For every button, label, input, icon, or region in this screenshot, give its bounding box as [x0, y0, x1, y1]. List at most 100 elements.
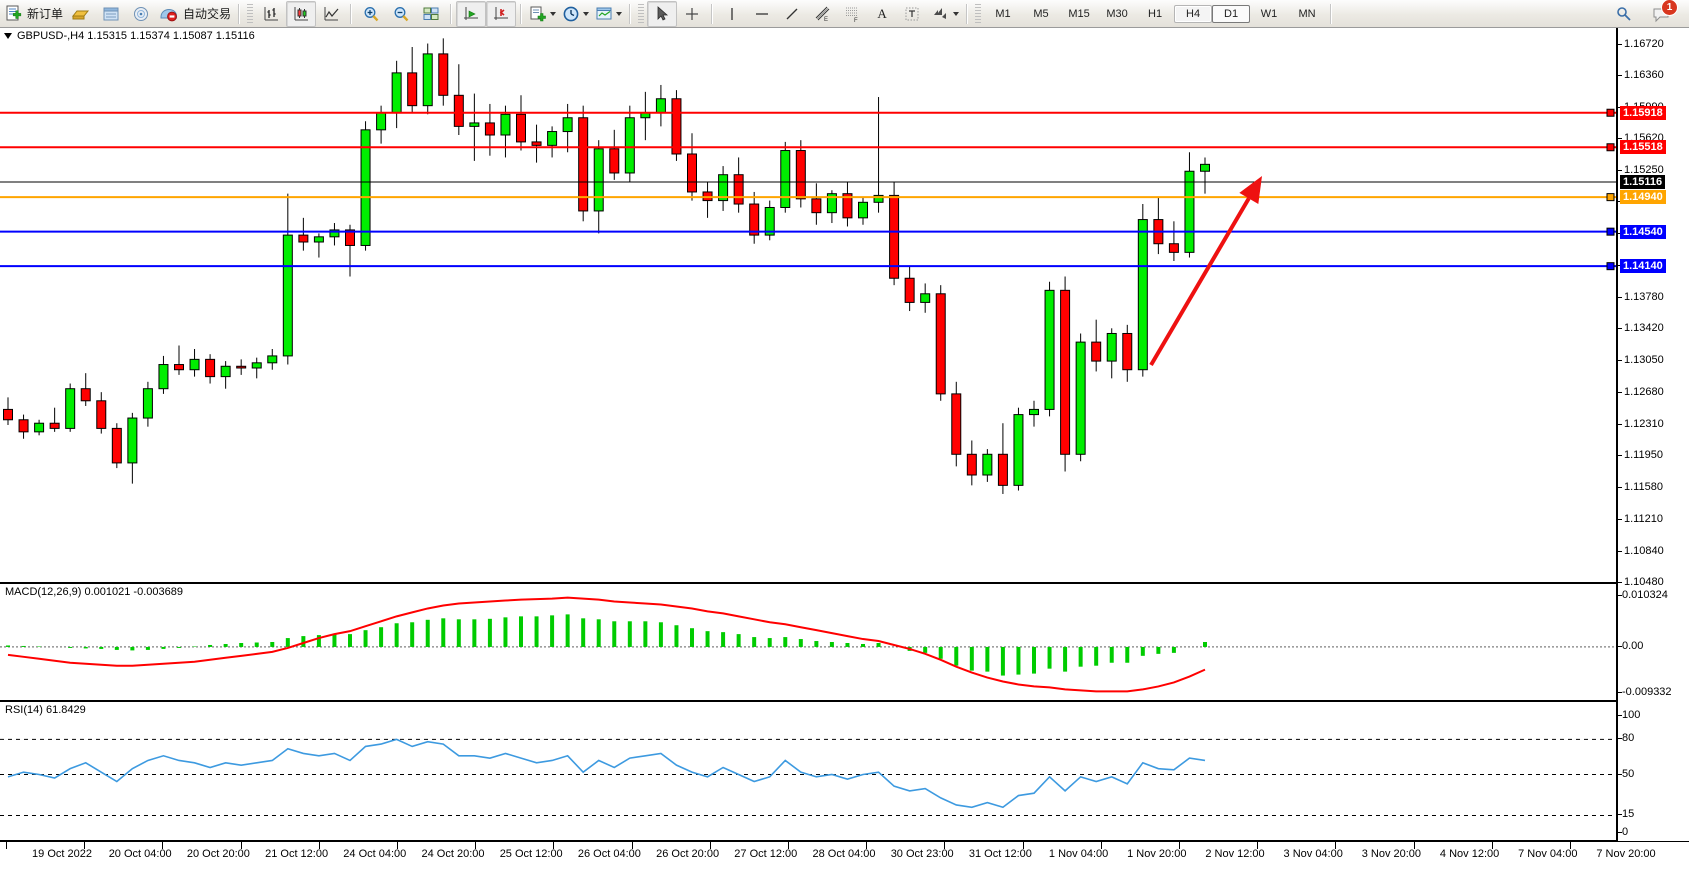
rsi-tick-label: 50 — [1622, 767, 1635, 780]
line-chart-icon — [324, 6, 339, 20]
timeframe-m1[interactable]: M1 — [995, 7, 1011, 20]
chart-menu-caret-icon[interactable] — [4, 33, 12, 39]
templates-dropdown-caret[interactable] — [616, 11, 623, 16]
timeframe-mn[interactable]: MN — [1298, 7, 1316, 20]
price-level-label-support[interactable]: 1.14540 — [1620, 224, 1666, 239]
market-watch-button[interactable] — [66, 1, 96, 27]
macd-tick-label: 0.010324 — [1622, 589, 1668, 601]
data-window-button[interactable] — [96, 1, 126, 27]
time-axis[interactable]: 19 Oct 2022 20 Oct 04:00 20 Oct 20:00 21 Oc… — [0, 841, 1689, 869]
text-label-tool-button[interactable] — [897, 1, 927, 27]
horizontal-line-tool-button[interactable] — [747, 1, 777, 27]
toolbar-grip[interactable] — [247, 3, 254, 24]
toolbar-separator-5 — [629, 3, 632, 24]
period-button[interactable] — [559, 1, 592, 27]
text-tool-button[interactable]: A — [867, 1, 897, 27]
search-button[interactable] — [1609, 1, 1639, 27]
chart-shift-button[interactable] — [456, 0, 487, 27]
time-tick-label: 19 Oct 2022 — [32, 848, 92, 860]
tile-windows-icon — [423, 7, 439, 20]
add-indicator-button[interactable] — [526, 1, 559, 27]
auto-scroll-button[interactable] — [486, 0, 517, 27]
macd-pane[interactable]: MACD(12,26,9) 0.001021 -0.003689 — [0, 583, 1617, 701]
price-tickmark — [1618, 392, 1622, 394]
price-tick-label: 1.12310 — [1624, 418, 1664, 431]
timeframe-w1[interactable]: W1 — [1260, 7, 1278, 20]
time-tick-separator — [553, 842, 555, 849]
rsi-pane[interactable]: RSI(14) 61.8429 — [0, 701, 1617, 841]
price-level-label-current-price[interactable]: 1.15116 — [1620, 174, 1666, 189]
rsi-tickmark — [1618, 814, 1622, 816]
price-level-label-resistance[interactable]: 1.15518 — [1620, 140, 1666, 155]
macd-tickmark — [1618, 595, 1622, 596]
indicator-dropdown-caret[interactable] — [550, 11, 557, 16]
time-tick-separator — [788, 842, 789, 849]
price-tick-label: 1.10480 — [1624, 576, 1664, 588]
time-tick-separator — [475, 842, 477, 849]
price-pane[interactable]: GBPUSD-,H4 1.15315 1.15374 1.15087 1.151… — [0, 28, 1617, 583]
notifications-button[interactable]: 1 — [1647, 0, 1678, 27]
search-icon — [1617, 6, 1631, 21]
timeframe-d1[interactable]: D1 — [1212, 4, 1251, 23]
fibonacci-tool-button[interactable]: F — [837, 1, 867, 27]
time-tick-label: 20 Oct 20:00 — [186, 848, 250, 860]
clock-icon — [563, 6, 579, 21]
time-tick-separator — [944, 842, 946, 849]
price-level-label-support[interactable]: 1.14140 — [1620, 259, 1666, 274]
timeframe-h1[interactable]: H1 — [1148, 7, 1163, 20]
timeframe-m5[interactable]: M5 — [1033, 7, 1049, 20]
bar-chart-icon — [264, 6, 279, 20]
rsi-tickmark — [1618, 832, 1622, 833]
trendline-tool-button[interactable] — [777, 1, 807, 27]
autotrading-icon — [160, 8, 178, 21]
chart-area[interactable]: GBPUSD-,H4 1.15315 1.15374 1.15087 1.151… — [0, 28, 1689, 869]
price-tick-label: 1.15250 — [1624, 164, 1664, 177]
rsi-tick-label: 0 — [1622, 826, 1629, 838]
period-dropdown-caret[interactable] — [583, 11, 590, 16]
time-tick-label: 21 Oct 12:00 — [265, 848, 329, 860]
tile-windows-button[interactable] — [416, 1, 446, 27]
new-order-button[interactable]: 新订单 — [2, 1, 66, 27]
time-tick-label: 4 Nov 12:00 — [1439, 848, 1500, 860]
time-tick-label: 31 Oct 12:00 — [968, 848, 1032, 860]
vertical-line-tool-button[interactable] — [717, 1, 747, 27]
new-order-label: 新订单 — [27, 7, 64, 21]
toolbar-grip-3[interactable] — [975, 3, 982, 24]
navigator-button[interactable] — [126, 1, 156, 27]
zoom-out-button[interactable] — [386, 1, 416, 27]
toolbar-separator-3 — [450, 3, 453, 24]
crosshair-tool-button[interactable] — [677, 1, 707, 27]
time-tick-separator — [6, 842, 7, 849]
channel-icon: E — [815, 6, 830, 23]
rsi-tickmark — [1618, 773, 1622, 775]
timeframe-m30[interactable]: M30 — [1106, 7, 1128, 20]
price-level-label-resistance[interactable]: 1.15918 — [1620, 105, 1666, 120]
macd-label: MACD(12,26,9) 0.001021 -0.003689 — [5, 586, 183, 598]
time-tick-separator — [1022, 842, 1024, 849]
price-axis[interactable]: 1.167201.163601.159901.156201.152501.148… — [1617, 28, 1689, 841]
macd-tickmark — [1618, 645, 1622, 647]
time-tick-label: 25 Oct 12:00 — [499, 848, 563, 860]
zoom-in-button[interactable] — [356, 1, 386, 27]
timeframe-h4[interactable]: H4 — [1174, 4, 1213, 23]
timeframe-m15[interactable]: M15 — [1068, 7, 1090, 20]
time-tick-separator — [162, 842, 164, 849]
bar-chart-button[interactable] — [256, 1, 286, 27]
price-tickmark — [1618, 360, 1622, 362]
templates-button[interactable] — [592, 1, 625, 27]
toolbar-grip-2[interactable] — [638, 3, 645, 24]
price-level-label-pivot[interactable]: 1.14940 — [1620, 190, 1666, 205]
arrows-icon — [934, 7, 947, 19]
indicator-plus-icon — [530, 6, 546, 21]
candlestick-chart-button[interactable] — [286, 0, 317, 27]
time-tick-label: 28 Oct 04:00 — [812, 848, 876, 860]
time-tick-separator — [1570, 842, 1571, 849]
arrows-dropdown-caret[interactable] — [953, 11, 960, 16]
arrows-tool-button[interactable] — [927, 1, 962, 27]
line-chart-button[interactable] — [316, 1, 346, 27]
cursor-tool-button[interactable] — [647, 0, 678, 27]
time-tick-label: 24 Oct 20:00 — [421, 848, 485, 860]
autotrading-button[interactable]: 自动交易 — [156, 1, 234, 27]
equidistant-channel-button[interactable]: E — [807, 1, 837, 27]
rsi-tick-label: 100 — [1622, 709, 1641, 721]
